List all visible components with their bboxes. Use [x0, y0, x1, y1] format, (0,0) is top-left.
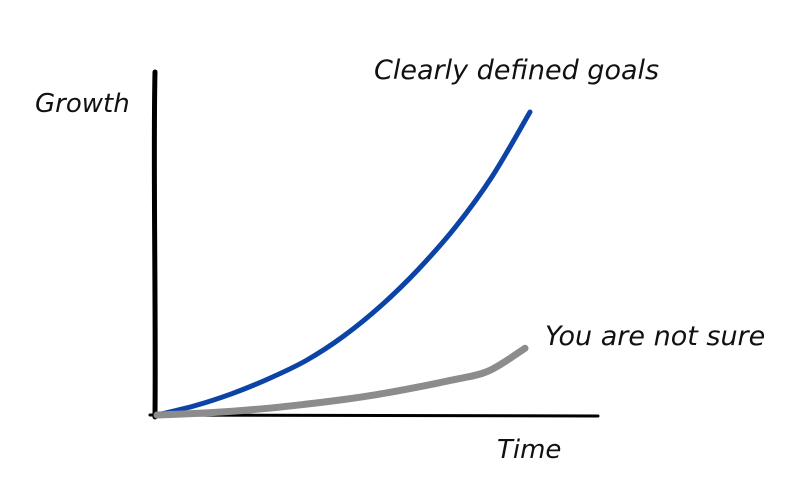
- series-group: [153, 109, 533, 419]
- y-axis-line: [151, 69, 158, 420]
- series-label-clearly-defined-goals: Clearly defined goals: [374, 55, 659, 86]
- series-line-you-are-not-sure: [153, 344, 529, 419]
- series-line-clearly-defined-goals: [154, 109, 533, 418]
- x-axis-label: Time: [497, 435, 561, 465]
- series-label-you-are-not-sure: You are not sure: [545, 321, 765, 352]
- y-axis-label: Growth: [35, 89, 130, 119]
